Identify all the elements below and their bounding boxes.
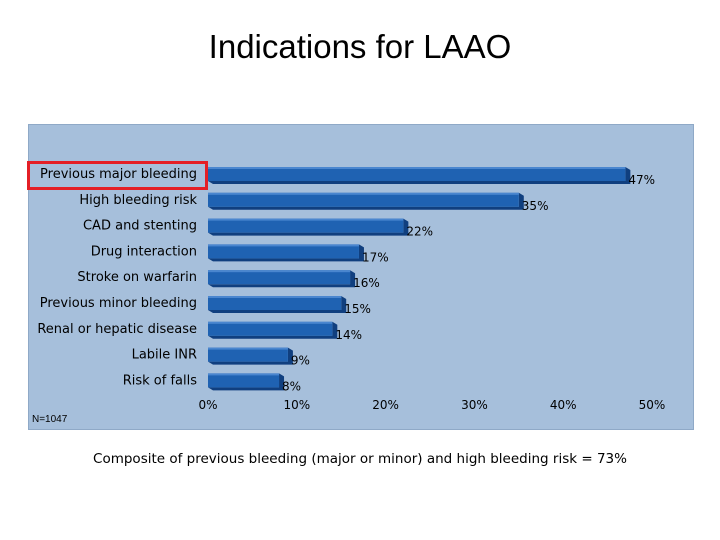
bar [208, 270, 351, 285]
bar-highlight [208, 270, 351, 273]
page-title: Indications for LAAO [208, 28, 512, 65]
bar [208, 347, 288, 362]
bar [208, 321, 333, 336]
bar-depth [208, 347, 293, 365]
value-label: 47% [628, 173, 655, 187]
category-label: Previous minor bleeding [40, 296, 197, 311]
bar-depth [208, 270, 356, 288]
bar-depth [208, 167, 631, 184]
x-tick-label: 0% [198, 398, 217, 412]
x-tick-label: 30% [461, 398, 488, 412]
value-label: 35% [522, 199, 549, 213]
x-tick-label: 20% [372, 398, 399, 412]
value-label: 8% [282, 379, 301, 393]
bar-depth [208, 218, 409, 236]
category-label: Renal or hepatic disease [37, 322, 197, 337]
bar [208, 167, 626, 181]
category-label: Labile INR [132, 348, 197, 363]
bar-highlight [208, 218, 404, 221]
category-label: Previous major bleeding [40, 167, 197, 182]
category-label: High bleeding risk [79, 193, 197, 208]
bar [208, 373, 280, 388]
bar-highlight [208, 296, 342, 298]
bar-depth [208, 244, 364, 262]
bar-depth [208, 296, 347, 313]
bar-highlight [208, 244, 359, 247]
value-label: 16% [353, 276, 380, 290]
x-tick-label: 40% [550, 398, 577, 412]
bar [208, 192, 519, 207]
bar-highlight [208, 192, 519, 195]
value-label: 14% [335, 328, 362, 342]
bar-depth [208, 192, 524, 210]
sample-size-label: N=1047 [32, 414, 68, 425]
bar-depth [208, 373, 285, 391]
value-label: 17% [362, 250, 389, 264]
bar [208, 296, 342, 310]
category-label: CAD and stenting [83, 219, 197, 234]
category-label: Stroke on warfarin [77, 270, 197, 285]
bar-highlight [208, 167, 626, 169]
bar [208, 218, 404, 233]
value-label: 22% [406, 225, 433, 239]
category-label: Risk of falls [123, 373, 198, 388]
bar-depth [208, 321, 338, 339]
bar-highlight [208, 347, 288, 350]
bar-highlight [208, 321, 333, 324]
bar [208, 244, 359, 259]
value-label: 9% [291, 354, 310, 368]
category-label: Drug interaction [91, 244, 197, 259]
highlight-box [27, 161, 208, 190]
x-tick-label: 50% [639, 398, 666, 412]
composite-caption: Composite of previous bleeding (major or… [93, 451, 627, 467]
value-label: 15% [344, 302, 371, 316]
x-tick-label: 10% [283, 398, 310, 412]
bar-highlight [208, 373, 280, 376]
